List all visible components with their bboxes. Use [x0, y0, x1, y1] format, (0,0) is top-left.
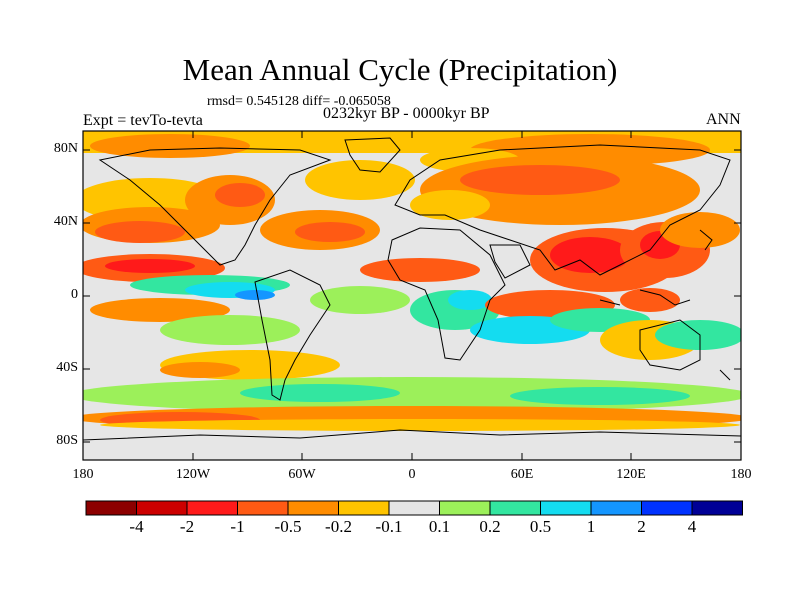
x-tick-label: 0: [408, 467, 416, 482]
season-label: ANN: [706, 111, 741, 128]
colorbar-label: 2: [637, 517, 646, 536]
stats-label: rmsd= 0.545128 diff= -0.065058: [207, 94, 391, 109]
period-label: 0232kyr BP - 0000kyr BP: [323, 105, 490, 122]
colorbar-box: [186, 500, 238, 516]
colorbar-box: [540, 500, 592, 516]
colorbar-box: [237, 500, 289, 516]
colorbar-box: [388, 500, 440, 516]
colorbar-box: [590, 500, 642, 516]
y-tick-label: 0: [71, 287, 78, 302]
colorbar-box: [287, 500, 339, 516]
colorbar-label: 0.2: [479, 517, 501, 536]
colorbar: [85, 500, 743, 516]
figure-title: Mean Annual Cycle (Precipitation): [182, 52, 618, 87]
precipitation-field: [83, 131, 741, 460]
x-tick-label: 120E: [616, 467, 646, 482]
colorbar-box: [136, 500, 188, 516]
colorbar-label: 0.1: [428, 517, 451, 536]
colorbar-label: -0.2: [325, 517, 352, 536]
colorbar-label: 0.5: [529, 517, 552, 536]
colorbar-label: -2: [179, 517, 195, 536]
colorbar-label: 4: [687, 517, 697, 536]
colorbar-box: [338, 500, 390, 516]
colorbar-label: -0.5: [274, 517, 302, 536]
colorbar-label: -1: [230, 517, 245, 536]
colorbar-box: [691, 500, 743, 516]
x-tick-label: 120W: [175, 467, 211, 482]
colorbar-box: [85, 500, 137, 516]
x-tick-label: 60W: [288, 467, 316, 482]
x-tick-label: 180: [730, 467, 752, 482]
colorbar-label: -4: [129, 517, 144, 536]
x-tick-label: 60E: [510, 467, 534, 482]
y-tick-label: 40N: [53, 214, 78, 229]
x-tick-label: 180: [72, 467, 94, 482]
colorbar-label: 1: [586, 517, 596, 536]
colorbar-box: [641, 500, 693, 516]
y-tick-label: 80S: [56, 433, 78, 448]
colorbar-box: [489, 500, 541, 516]
y-tick-label: 40S: [56, 360, 78, 375]
colorbar-box: [439, 500, 491, 516]
axis-ticks: [82, 131, 742, 460]
experiment-label: Expt = tevTo-tevta: [83, 112, 203, 129]
y-tick-label: 80N: [53, 141, 78, 156]
colorbar-label: -0.1: [375, 517, 403, 536]
coastlines: [83, 137, 741, 441]
